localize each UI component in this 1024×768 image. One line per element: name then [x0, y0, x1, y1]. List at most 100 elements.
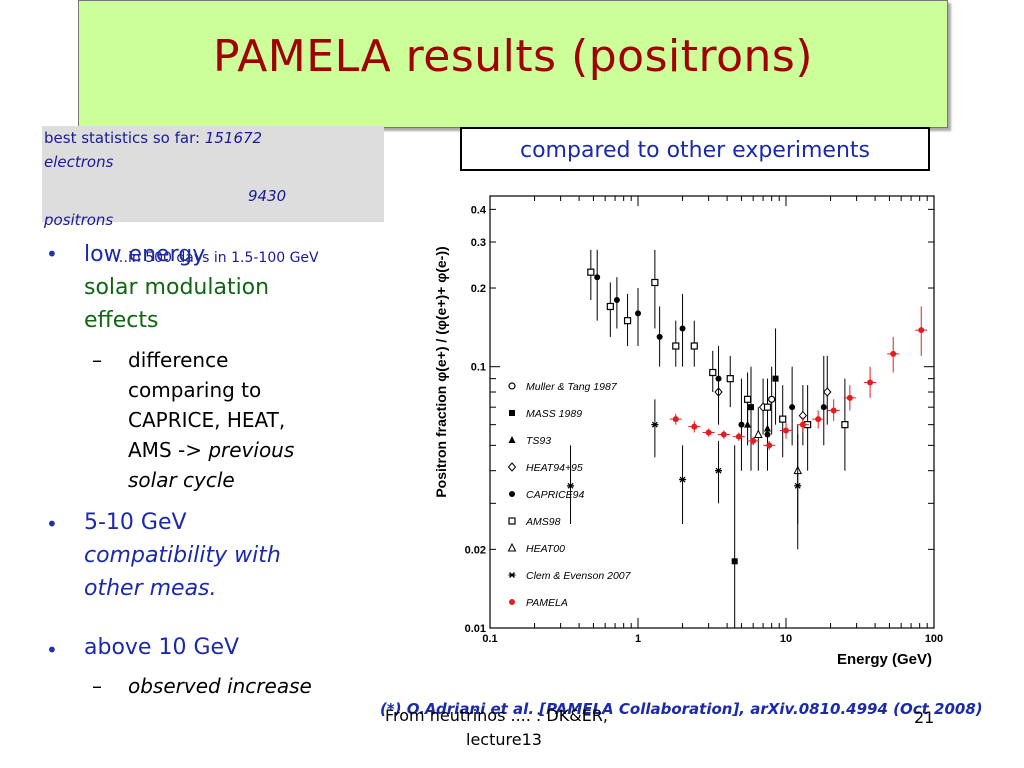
compare-label-box: compared to other experiments [460, 127, 930, 171]
legend-marker-pamela [509, 599, 515, 605]
x-axis-label: Energy (GeV) [837, 651, 932, 668]
stats-line-3: 9430 [248, 186, 286, 206]
stats-line-1: best statistics so far: 151672 [44, 128, 262, 148]
data-point-pamela [830, 407, 837, 414]
data-point-pamela [766, 442, 773, 449]
legend-marker-heat94-95 [507, 462, 517, 472]
data-point-clem-evenson-2007 [567, 482, 574, 489]
bullet-1-line-3: effects [84, 308, 159, 333]
legend-marker-caprice94 [509, 491, 515, 497]
sub-1-line-4: AMS -> previous [128, 435, 294, 465]
sub-1-line-3: CAPRICE, HEAT, [128, 408, 286, 432]
bullet-dot-2: • [46, 512, 58, 536]
data-point-mass-1989 [772, 375, 779, 382]
data-point-pamela [735, 433, 742, 440]
x-tick-label: 100 [925, 633, 943, 645]
stats-line-2: electrons [44, 152, 113, 172]
legend-label-ts93: TS93 [526, 435, 551, 447]
slide-title: PAMELA results (positrons) [212, 31, 814, 82]
bullet-dot-1: • [46, 242, 58, 266]
data-point-muller-tang-1987 [768, 395, 776, 403]
y-tick-label: 0.4 [471, 204, 487, 216]
bullet-1-line-2: solar modulation [84, 275, 270, 300]
data-point-mass-1989 [731, 558, 738, 565]
legend-label-muller-tang-1987: Muller & Tang 1987 [526, 381, 618, 393]
data-point-pamela [846, 394, 853, 401]
data-point-mass-1989 [747, 404, 754, 411]
data-point-ams98 [587, 268, 595, 276]
data-point-caprice94 [715, 375, 722, 382]
data-point-ams98 [690, 342, 698, 350]
bullet-2-line-2: compatibility with [84, 543, 281, 568]
data-point-ams98 [743, 395, 752, 403]
legend-label-pamela: PAMELA [526, 597, 568, 609]
legend-marker-clem-evenson-2007 [509, 572, 515, 578]
data-point-pamela [918, 327, 925, 334]
data-point-ams98 [606, 302, 614, 311]
electrons-label: electrons [44, 153, 114, 171]
sub-dash-3: – [92, 674, 102, 698]
data-point-pamela [799, 421, 806, 428]
legend-label-mass-1989: MASS 1989 [526, 408, 582, 420]
data-point-caprice94 [679, 325, 686, 332]
data-point-pamela [783, 427, 789, 434]
y-tick-label: 0.3 [471, 237, 486, 249]
data-point-pamela [672, 416, 679, 423]
bullet-dot-3: • [46, 638, 58, 662]
data-point-clem-evenson-2007 [651, 421, 658, 428]
legend-marker-heat00 [507, 542, 517, 552]
data-point-pamela [890, 350, 897, 357]
data-point-caprice94 [635, 310, 641, 317]
positron-count: 9430 [248, 187, 287, 205]
data-point-ams98 [651, 278, 659, 287]
legend-marker-ams98 [508, 517, 516, 525]
data-point-clem-evenson-2007 [715, 467, 722, 474]
legend-marker-muller-tang-1987 [508, 382, 516, 390]
y-axis-label: Positron fraction φ(e+) / (φ(e+)+ φ(e-)) [433, 246, 449, 497]
x-tick-label: 10 [780, 633, 792, 645]
y-tick-label: 0.02 [465, 544, 486, 556]
bullet-3-line-1: above 10 GeV [84, 635, 240, 660]
data-point-caprice94 [820, 404, 827, 411]
legend-label-heat00: HEAT00 [526, 543, 565, 555]
sub-1-line-5: solar cycle [128, 468, 235, 492]
data-point-clem-evenson-2007 [794, 482, 801, 489]
stats-line-5: …in 500 days in 1.5-100 GeV [114, 250, 319, 266]
legend-label-heat94-95: HEAT94+95 [526, 462, 583, 474]
x-tick-label: 0.1 [482, 633, 497, 645]
legend-label-ams98: AMS98 [525, 516, 561, 528]
bullet-2-line-1: 5-10 GeV [84, 510, 187, 535]
data-point-heat94-95 [823, 387, 832, 397]
sub-1-line-4-b: previous [208, 438, 295, 462]
y-tick-label: 0.1 [471, 362, 486, 374]
sub-1-line-1: difference [128, 348, 229, 372]
data-point-ams98 [709, 368, 717, 377]
legend-label-caprice94: CAPRICE94 [526, 489, 585, 501]
data-point-caprice94 [656, 333, 663, 340]
sub-1-line-2: comparing to [128, 378, 262, 402]
stats-label: best statistics so far: [44, 129, 205, 147]
data-point-caprice94 [789, 404, 796, 411]
stats-box: best statistics so far: 151672 electrons… [42, 126, 384, 266]
data-point-caprice94 [613, 296, 620, 303]
footer-source-line-2: lecture13 [466, 730, 542, 749]
positrons-label: positrons [44, 211, 114, 229]
data-point-pamela [750, 437, 757, 444]
data-point-pamela [720, 431, 727, 438]
legend-label-clem-evenson-2007: Clem & Evenson 2007 [526, 570, 632, 582]
plot-frame [489, 195, 935, 629]
data-point-pamela [867, 379, 874, 386]
y-tick-label: 0.2 [471, 283, 486, 295]
data-point-ams98 [841, 421, 849, 429]
electron-count: 151672 [204, 129, 263, 147]
data-point-pamela [815, 416, 822, 423]
data-point-ams98 [623, 317, 632, 325]
data-point-ams98 [763, 403, 772, 411]
page-number: 21 [914, 708, 935, 727]
sub-dash-1: – [92, 348, 102, 372]
data-point-ams98 [779, 415, 787, 423]
x-tick-label: 1 [635, 633, 641, 645]
sub-1-line-4-a: AMS -> [128, 438, 209, 462]
legend-marker-ts93 [508, 436, 516, 443]
bullet-2-line-3: other meas. [84, 576, 217, 601]
